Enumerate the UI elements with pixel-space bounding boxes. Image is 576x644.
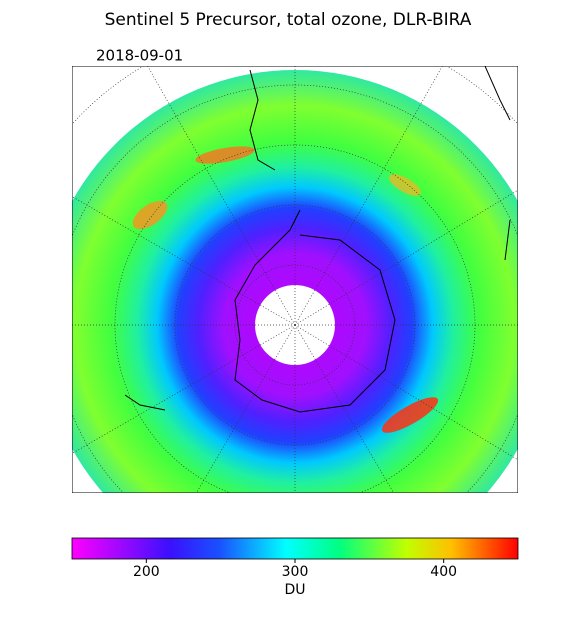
colorbar-tick-label: 200 xyxy=(133,564,160,580)
colorbar-tick-label: 300 xyxy=(282,564,309,580)
date: 2018-09-01 xyxy=(96,47,183,65)
colorbar-tick-label: 400 xyxy=(430,564,457,580)
colorbar xyxy=(71,537,519,560)
title: Sentinel 5 Precursor, total ozone, DLR-B… xyxy=(105,10,472,30)
colorbar-label: DU xyxy=(284,582,305,598)
